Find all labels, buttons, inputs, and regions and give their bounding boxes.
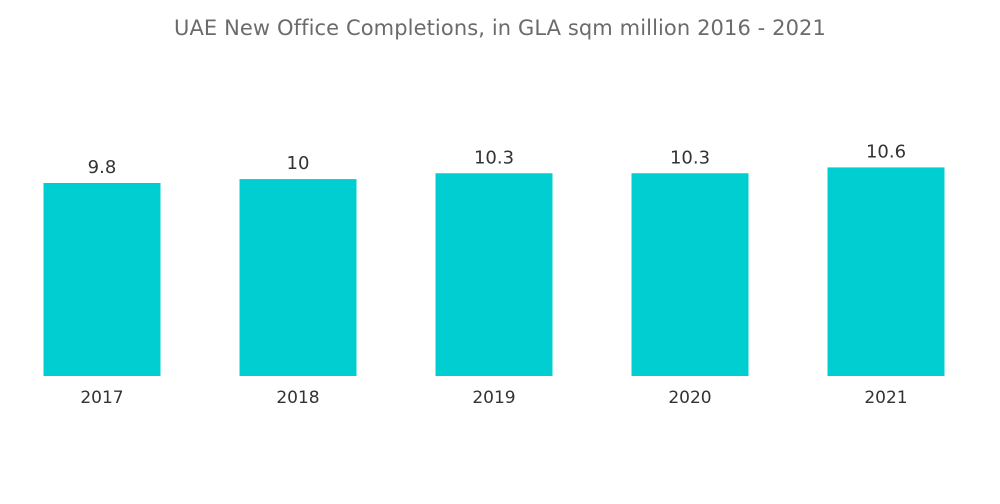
x-tick-label-2018: 2018	[276, 388, 319, 408]
bar-2019	[435, 173, 553, 376]
x-tick-label-2019: 2019	[472, 388, 515, 408]
value-label-2017: 9.8	[88, 157, 117, 178]
bars-group	[43, 167, 945, 376]
value-label-2018: 10	[287, 153, 310, 174]
value-label-2019: 10.3	[474, 147, 514, 168]
x-tick-label-2020: 2020	[668, 388, 711, 408]
value-label-2021: 10.6	[866, 141, 906, 162]
bar-2017	[43, 183, 161, 376]
value-label-2020: 10.3	[670, 147, 710, 168]
chart-title: UAE New Office Completions, in GLA sqm m…	[174, 16, 826, 40]
value-labels-group: 9.8 10 10.3 10.3 10.6	[88, 141, 906, 178]
x-tick-labels-group: 2017 2018 2019 2020 2021	[80, 388, 907, 408]
x-tick-label-2017: 2017	[80, 388, 123, 408]
x-tick-label-2021: 2021	[864, 388, 907, 408]
bar-2020	[631, 173, 749, 376]
bar-2018	[239, 179, 357, 376]
bar-2021	[827, 167, 945, 376]
